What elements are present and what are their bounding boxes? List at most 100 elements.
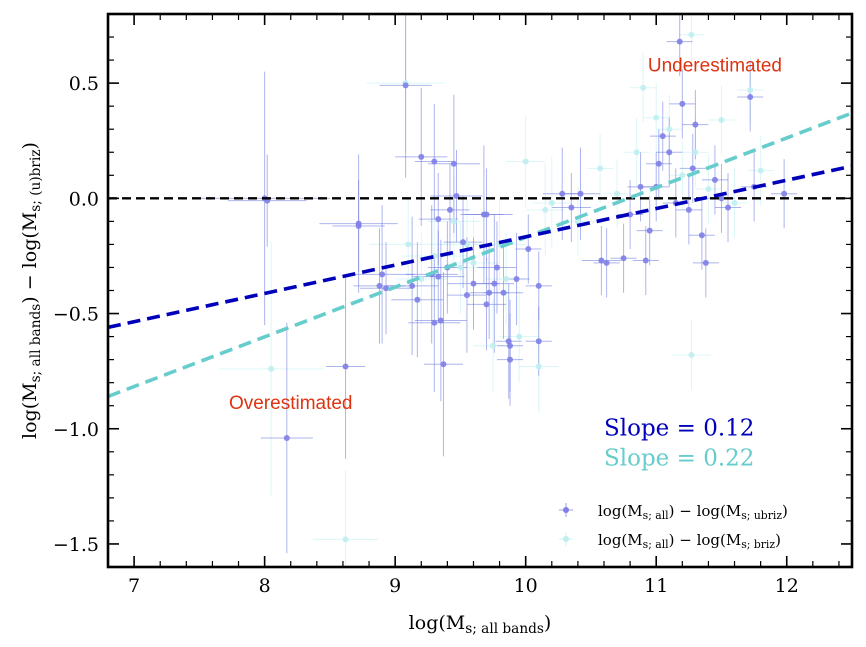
point-ubriz-64 [718, 195, 725, 202]
point-briz-32 [747, 87, 754, 94]
point-ubriz-7 [379, 271, 386, 278]
point-ubriz-15 [435, 273, 442, 280]
point-briz-31 [731, 199, 738, 206]
point-briz-24 [666, 126, 673, 133]
point-ubriz-62 [702, 259, 709, 266]
overestimated-annotation: Overestimated [229, 393, 353, 414]
point-ubriz-10 [409, 282, 416, 289]
point-briz-12 [503, 275, 510, 282]
chart-text: 7 8 9 10 11 12 −1.5 −1.0 −0.5 0.0 0.5 log(Ms; all b… [19, 56, 799, 637]
point-ubriz-65 [725, 204, 731, 211]
point-ubriz-18 [437, 317, 444, 324]
point-briz-33 [757, 167, 764, 174]
point-briz-15 [535, 363, 542, 370]
point-ubriz-25 [463, 292, 470, 299]
point-ubriz-49 [642, 257, 649, 264]
legend-marker-ubriz [563, 507, 569, 513]
point-ubriz-52 [655, 160, 662, 167]
x-tick-label-2: 9 [389, 575, 401, 597]
point-ubriz-44 [598, 257, 605, 264]
y-tick-label-3: 0.0 [69, 188, 99, 210]
x-tick-label-4: 11 [644, 575, 668, 597]
point-ubriz-21 [446, 206, 453, 213]
point-ubriz-57 [679, 100, 686, 107]
point-briz-30 [718, 116, 725, 123]
point-briz-4 [418, 275, 425, 282]
slope-label-briz: Slope = 0.22 [604, 446, 754, 472]
point-ubriz-16 [435, 216, 442, 223]
point-briz-25 [679, 172, 686, 179]
point-ubriz-46 [620, 255, 627, 262]
point-ubriz-2 [283, 434, 290, 441]
point-ubriz-53 [659, 133, 666, 140]
y-tick-label-1: −1.0 [53, 419, 99, 441]
point-ubriz-11 [414, 296, 421, 303]
fit-line-briz [108, 111, 852, 399]
point-ubriz-61 [698, 232, 705, 239]
point-briz-17 [548, 199, 555, 206]
point-ubriz-6 [376, 282, 383, 289]
point-ubriz-58 [685, 206, 692, 213]
y-axis-label: log(Ms; all bands) − log(Ms; (u)briz) [19, 142, 44, 439]
axes [106, 12, 854, 569]
point-briz-10 [490, 342, 497, 349]
point-ubriz-59 [689, 165, 696, 172]
point-ubriz-14 [431, 158, 438, 165]
point-briz-28 [692, 149, 699, 156]
x-tick-label-5: 12 [775, 575, 799, 597]
point-ubriz-24 [460, 239, 467, 246]
point-briz-6 [450, 218, 457, 225]
x-tick-label-3: 10 [514, 575, 538, 597]
point-briz-14 [522, 158, 529, 165]
slope-label-ubriz: Slope = 0.12 [604, 416, 754, 442]
point-ubriz-39 [535, 338, 542, 345]
point-ubriz-12 [418, 153, 425, 160]
point-briz-27 [688, 352, 695, 359]
fit-lines [108, 111, 852, 399]
point-briz-21 [633, 149, 640, 156]
point-ubriz-9 [402, 82, 409, 89]
point-ubriz-45 [603, 259, 610, 266]
point-briz-20 [614, 190, 621, 197]
point-briz-0 [268, 365, 275, 372]
point-ubriz-30 [486, 289, 493, 296]
x-tick-label-0: 7 [128, 575, 140, 597]
point-ubriz-50 [646, 227, 653, 234]
point-ubriz-32 [493, 264, 500, 271]
point-briz-16 [542, 206, 549, 213]
point-ubriz-28 [483, 211, 490, 218]
point-briz-3 [405, 241, 412, 248]
point-ubriz-68 [781, 190, 788, 197]
point-ubriz-41 [559, 190, 566, 197]
point-ubriz-38 [525, 246, 532, 253]
legend-label-ubriz: log(Ms; all) − log(Ms; ubriz) [598, 502, 788, 522]
point-briz-7 [457, 264, 464, 271]
point-briz-26 [688, 31, 695, 38]
point-ubriz-35 [507, 342, 514, 349]
legend-label-briz: log(Ms; all) − log(Ms; briz) [598, 531, 781, 551]
point-briz-22 [640, 84, 647, 91]
legend-marker-briz [563, 536, 569, 542]
point-ubriz-33 [500, 289, 507, 296]
underestimated-annotation: Underestimated [648, 56, 782, 77]
point-briz-13 [516, 333, 523, 340]
point-ubriz-66 [747, 93, 754, 100]
point-ubriz-43 [577, 190, 584, 197]
point-briz-29 [705, 186, 712, 193]
fit-line-ubriz [108, 164, 852, 330]
y-tick-label-0: −1.5 [53, 534, 99, 556]
x-tick-label-1: 8 [259, 575, 271, 597]
point-ubriz-36 [507, 356, 514, 363]
point-ubriz-42 [568, 204, 575, 211]
point-ubriz-3 [342, 363, 349, 370]
point-ubriz-60 [692, 121, 699, 128]
legend: log(Ms; all) − log(Ms; ubriz) log(Ms; all… [559, 502, 788, 551]
point-ubriz-56 [676, 38, 683, 45]
point-briz-1 [342, 536, 349, 543]
point-briz-9 [470, 259, 477, 266]
point-ubriz-5 [355, 222, 362, 229]
point-briz-19 [597, 165, 604, 172]
point-ubriz-17 [431, 319, 438, 326]
point-ubriz-8 [383, 285, 390, 292]
